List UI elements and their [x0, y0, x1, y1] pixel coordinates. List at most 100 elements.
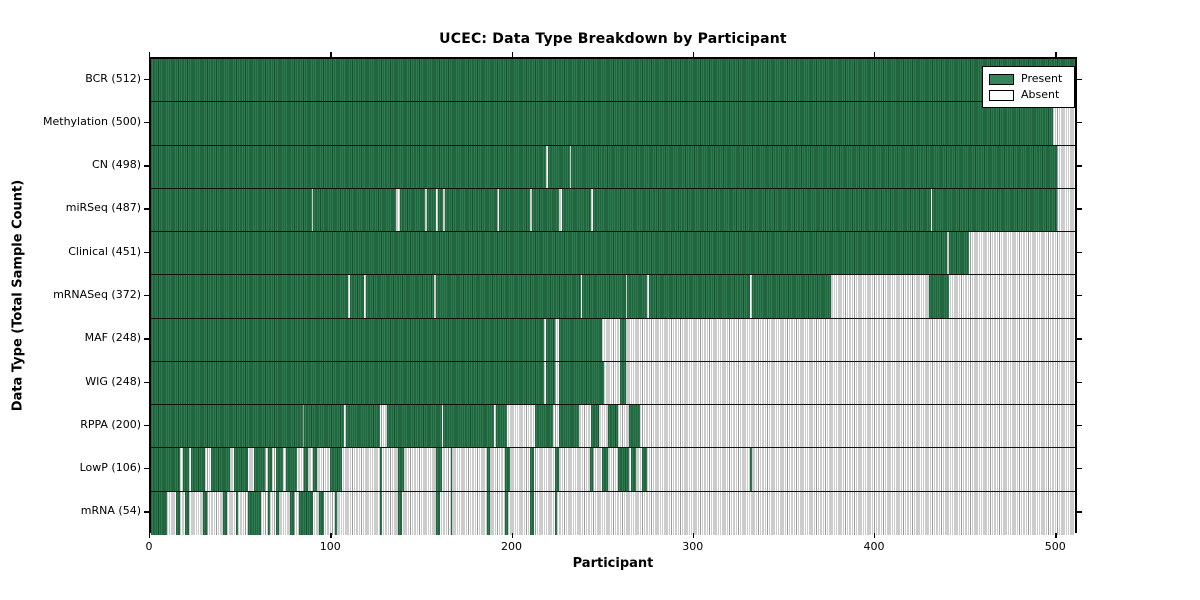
present-segment [558, 405, 579, 448]
x-tick-label-300: 300 [682, 540, 704, 553]
y-tick-mark [144, 208, 149, 210]
present-segment [400, 188, 426, 232]
row-bcr [151, 59, 1075, 103]
y-tick-label-cn: CN (498) [92, 158, 141, 172]
y-tick-mark [1077, 251, 1082, 254]
present-segment [620, 318, 626, 361]
present-segment [304, 405, 345, 448]
present-segment [151, 188, 312, 232]
present-segment [190, 448, 206, 491]
y-tick-label-methylation: Methylation (500) [43, 114, 141, 128]
present-segment [529, 448, 534, 491]
present-segment [495, 405, 507, 448]
present-segment [335, 491, 337, 535]
present-segment [504, 448, 511, 491]
present-segment [437, 188, 444, 232]
row-clinical [151, 232, 1075, 276]
present-segment [535, 405, 554, 448]
present-segment [289, 491, 294, 535]
present-segment [365, 275, 435, 318]
y-tick-mark [144, 78, 149, 81]
present-segment [313, 448, 318, 491]
x-tick-mark [511, 533, 513, 538]
y-tick-mark [1077, 468, 1082, 470]
x-tick-mark [511, 52, 513, 57]
present-segment [268, 448, 272, 491]
row-mrna [151, 491, 1075, 535]
y-tick-mark [1077, 295, 1082, 297]
present-segment [649, 275, 751, 318]
legend-label-absent: Absent [1021, 88, 1060, 101]
present-segment [345, 405, 381, 448]
present-segment [387, 405, 442, 448]
present-segment [286, 448, 298, 491]
present-segment [268, 491, 271, 535]
x-tick-mark [874, 52, 876, 57]
present-segment [436, 491, 440, 535]
y-tick-mark [144, 381, 149, 383]
present-segment [275, 448, 283, 491]
present-segment [582, 275, 626, 318]
present-segment [185, 491, 189, 535]
legend-label-present: Present [1021, 72, 1063, 85]
y-tick-mark [1077, 121, 1082, 124]
row-mrnaseq [151, 275, 1075, 319]
present-segment [298, 491, 314, 535]
present-swatch-icon [989, 73, 1014, 85]
present-segment [571, 145, 1057, 188]
present-segment [445, 188, 498, 232]
y-tick-mark [144, 468, 149, 470]
x-tick-mark [874, 533, 876, 538]
present-segment [607, 405, 619, 448]
present-segment [313, 188, 397, 232]
present-segment [151, 232, 947, 275]
present-segment [275, 491, 280, 535]
absent-swatch-icon [989, 89, 1014, 101]
present-segment [932, 188, 1057, 232]
y-tick-mark [144, 121, 149, 124]
y-tick-mark [144, 511, 149, 513]
present-segment [486, 448, 491, 491]
present-segment [151, 318, 545, 361]
present-segment [546, 318, 556, 361]
y-tick-mark [144, 338, 149, 340]
y-tick-mark [144, 424, 149, 427]
present-segment [504, 491, 509, 535]
present-segment [531, 188, 559, 232]
present-segment [589, 448, 594, 491]
present-segment [602, 448, 608, 491]
x-tick-label-200: 200 [501, 540, 522, 553]
plot-area [149, 57, 1077, 535]
present-segment [948, 232, 969, 275]
present-segment [627, 275, 648, 318]
x-tick-mark [149, 52, 151, 57]
y-tick-label-bcr: BCR (512) [85, 71, 141, 85]
present-segment [529, 491, 534, 535]
y-tick-mark [1077, 424, 1082, 427]
present-segment [329, 448, 343, 491]
row-lowp [151, 448, 1075, 492]
present-segment [151, 491, 168, 535]
present-segment [450, 448, 453, 491]
row-mirseq [151, 188, 1075, 233]
x-tick-mark [1055, 533, 1057, 538]
y-tick-mark [1077, 78, 1082, 81]
legend: Present Absent [982, 66, 1075, 108]
present-segment [427, 188, 437, 232]
present-segment [151, 275, 348, 318]
present-segment [210, 448, 231, 491]
present-segment [203, 491, 207, 535]
present-segment [546, 361, 556, 405]
x-tick-mark [1055, 52, 1057, 57]
x-axis-label: Participant [572, 556, 654, 571]
present-segment [499, 188, 530, 232]
y-tick-label-mrna: mRNA (54) [80, 504, 141, 518]
present-segment [151, 361, 545, 405]
y-tick-mark [1077, 511, 1082, 513]
x-tick-mark [330, 533, 332, 538]
present-segment [380, 448, 382, 491]
present-segment [151, 102, 1054, 145]
present-segment [223, 491, 227, 535]
chart-title: UCEC: Data Type Breakdown by Participant [439, 31, 787, 47]
